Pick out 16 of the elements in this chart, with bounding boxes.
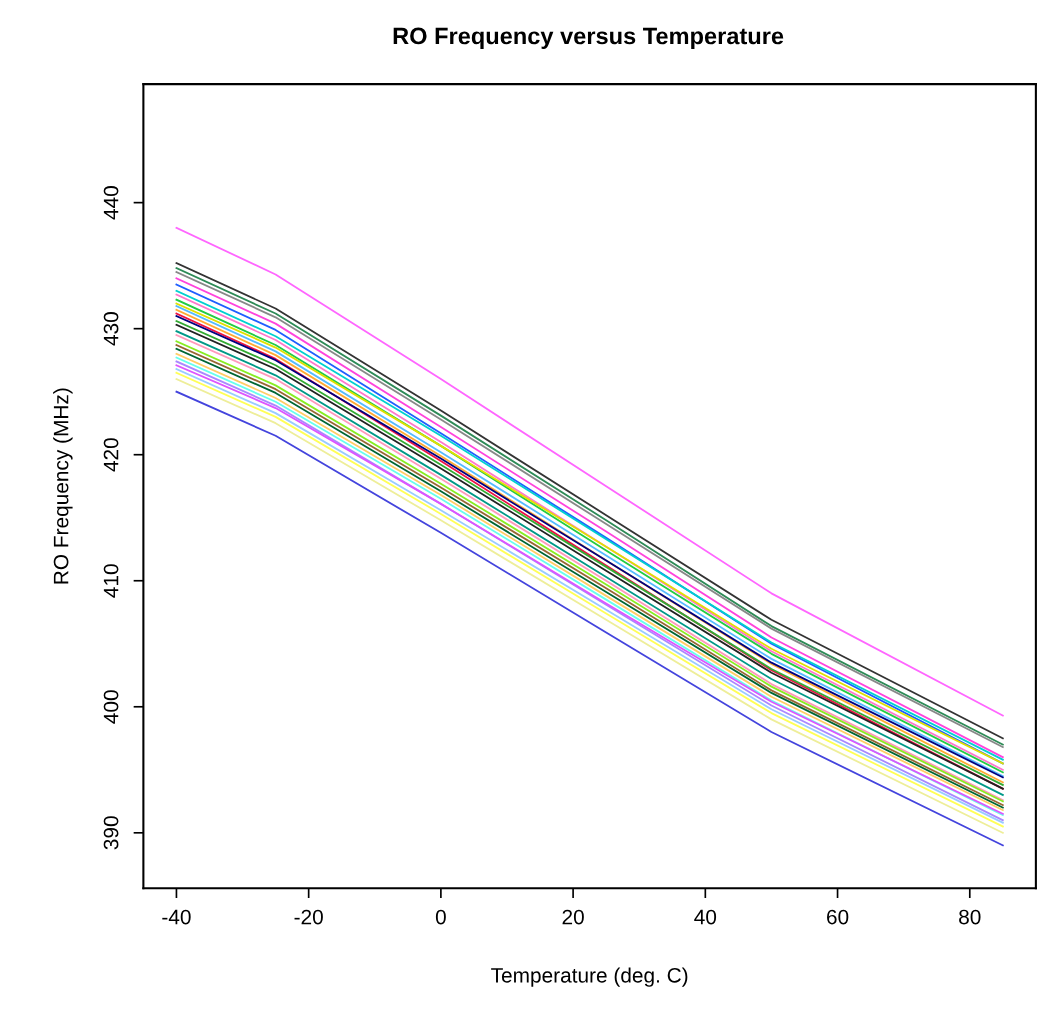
x-tick-label: -20 <box>294 909 323 925</box>
x-tick-label: 60 <box>827 909 849 925</box>
y-tick-label: 390 <box>103 816 119 850</box>
y-axis-title: RO Frequency (MHz) <box>53 388 73 584</box>
x-tick-label: 20 <box>562 909 584 925</box>
x-tick-label: -40 <box>162 909 191 925</box>
x-tick-label: 0 <box>435 909 446 925</box>
y-tick-label: 430 <box>103 312 119 346</box>
y-tick-label: 410 <box>103 564 119 598</box>
chart-title: RO Frequency versus Temperature <box>393 27 784 49</box>
y-tick-label: 440 <box>103 186 119 220</box>
x-tick-label: 40 <box>694 909 717 925</box>
x-tick-label: 80 <box>959 909 981 925</box>
y-tick-label: 400 <box>103 690 119 724</box>
x-axis-title: Temperature (deg. C) <box>491 967 688 987</box>
y-tick-label: 420 <box>103 438 119 472</box>
